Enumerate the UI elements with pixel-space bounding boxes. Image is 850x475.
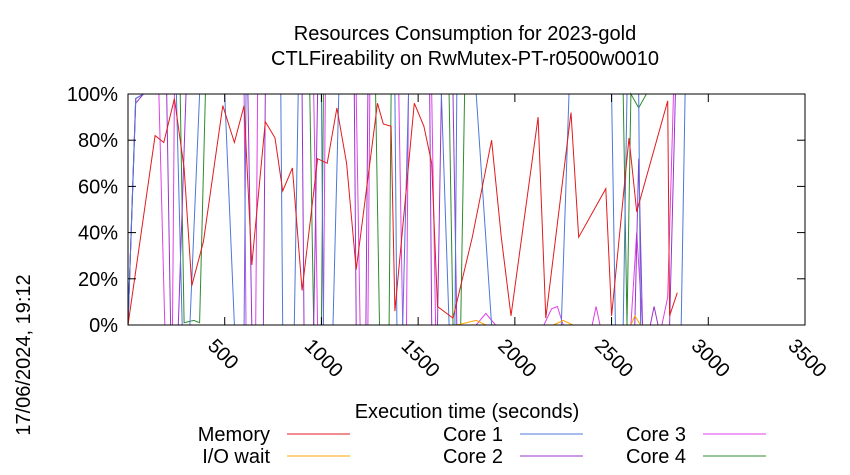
legend-label-core-1: Core 1 [443, 424, 503, 446]
x-tick-label: 3000 [687, 335, 734, 382]
series-line-core-4 [127, 92, 805, 326]
y-tick-label: 20% [78, 269, 118, 291]
chart-title: Resources Consumption for 2023-gold [294, 23, 636, 45]
x-tick-label: 1500 [397, 335, 444, 382]
x-tick-label: 2500 [590, 335, 637, 382]
y-tick-label: 100% [67, 84, 118, 106]
side-label: 17/06/2024, 19:12 [13, 274, 35, 435]
y-tick-label: 0% [89, 315, 118, 337]
y-tick-label: 60% [78, 176, 118, 198]
x-axis-label: Execution time (seconds) [355, 401, 580, 423]
series-layer [127, 92, 805, 326]
x-tick-label: 3500 [783, 335, 830, 382]
y-tick-label: 40% [78, 223, 118, 245]
legend-label-core-4: Core 4 [626, 446, 686, 468]
x-tick-label: 2000 [493, 335, 540, 382]
legend-label-memory: Memory [198, 424, 270, 446]
legend-label-i-o-wait: I/O wait [202, 446, 270, 468]
legend-label-core-2: Core 2 [443, 446, 503, 468]
legend-label-core-3: Core 3 [626, 424, 686, 446]
x-tick-label: 500 [203, 335, 242, 374]
plot-frame [127, 93, 806, 326]
x-tick-label: 1000 [300, 335, 347, 382]
series-line-memory [127, 98, 678, 326]
y-tick-label: 80% [78, 130, 118, 152]
chart-subtitle: CTLFireability on RwMutex-PT-r0500w0010 [271, 48, 659, 70]
series-line-i-o-wait [128, 314, 805, 326]
